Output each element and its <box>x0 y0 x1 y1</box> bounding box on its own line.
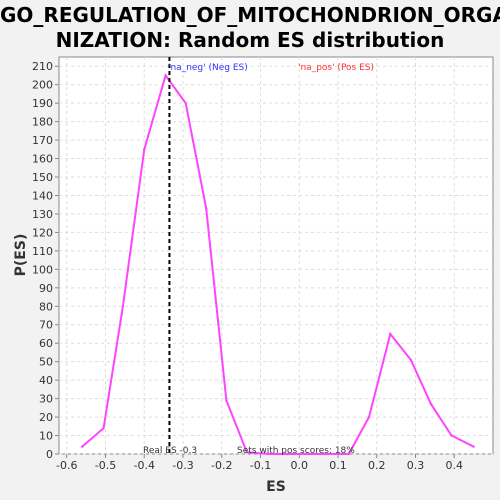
y-tick-label: 50 <box>39 356 53 369</box>
y-tick-label: 60 <box>39 337 53 350</box>
data-point <box>164 74 167 77</box>
y-tick-label: 110 <box>32 245 53 258</box>
y-tick-label: 140 <box>32 189 53 202</box>
x-tick-label: -0.5 <box>95 459 116 472</box>
legend-pos: 'na_pos' (Pos ES) <box>298 63 374 73</box>
data-point <box>429 402 433 406</box>
y-tick-label: 210 <box>32 60 53 73</box>
x-tick-label: -0.4 <box>134 459 155 472</box>
data-point <box>267 452 270 456</box>
data-point <box>347 452 351 456</box>
chart-title-line2: NIZATION: Random ES distribution <box>55 28 445 52</box>
data-point <box>81 445 84 448</box>
annotations: 'na_neg' (Neg ES) 'na_pos' (Pos ES) Real E… <box>143 57 374 456</box>
x-tick-label: -0.2 <box>211 459 232 472</box>
real-es-label: Real ES -0.3 <box>143 446 197 456</box>
data-point <box>472 445 475 448</box>
y-tick-label: 10 <box>39 430 53 443</box>
y-tick-label: 40 <box>39 374 53 387</box>
y-tick-label: 0 <box>46 448 53 461</box>
x-tick-label: 0.0 <box>291 459 309 472</box>
axes: -0.6 -0.5 -0.4 -0.3 -0.2 -0.1 0.0 0.1 0.2 0.3 0.4 0… <box>32 60 463 472</box>
plot-background <box>58 56 494 455</box>
data-point <box>409 358 413 362</box>
data-point <box>205 207 208 210</box>
pos-scores-label: Sets with pos scores: 18% <box>237 446 355 456</box>
x-axis-label: ES <box>266 479 286 495</box>
y-axis-label: P(ES) <box>13 234 29 277</box>
data-point <box>121 305 125 308</box>
y-tick-label: 120 <box>32 226 53 239</box>
chart-title-line1: GO_REGULATION_OF_MITOCHONDRION_ORGA <box>0 3 500 27</box>
y-tick-label: 170 <box>32 134 53 147</box>
data-point <box>367 415 371 419</box>
data-point <box>184 101 187 105</box>
y-tick-label: 70 <box>39 319 53 332</box>
data-point <box>325 452 328 456</box>
y-tick-label: 200 <box>32 79 53 92</box>
y-tick-label: 30 <box>39 393 53 406</box>
data-point <box>450 434 453 437</box>
y-tick-label: 180 <box>32 116 53 129</box>
y-tick-label: 160 <box>32 153 53 166</box>
series-line <box>81 73 475 455</box>
series-layer <box>81 73 475 456</box>
y-tick-label: 20 <box>39 411 53 424</box>
x-tick-label: -0.3 <box>172 459 193 472</box>
y-tick-label: 150 <box>32 171 53 184</box>
x-tick-label: 0.4 <box>446 459 464 472</box>
x-tick-label: -0.1 <box>250 459 271 472</box>
data-point <box>305 452 309 456</box>
y-tick-label: 190 <box>32 97 53 110</box>
x-tick-label: 0.1 <box>329 459 347 472</box>
x-tick-label: -0.6 <box>56 459 77 472</box>
y-tick-label: 80 <box>39 300 53 313</box>
x-tick-label: 0.3 <box>407 459 425 472</box>
x-tick-label: 0.2 <box>368 459 386 472</box>
data-point <box>389 332 392 336</box>
data-point <box>245 450 249 454</box>
y-tick-label: 90 <box>39 282 53 295</box>
data-point <box>225 399 228 402</box>
legend-neg: 'na_neg' (Neg ES) <box>168 63 248 73</box>
data-point <box>143 148 146 151</box>
data-point <box>286 452 289 456</box>
data-point <box>102 426 105 430</box>
y-tick-label: 130 <box>32 208 53 221</box>
y-tick-label: 100 <box>32 263 53 276</box>
